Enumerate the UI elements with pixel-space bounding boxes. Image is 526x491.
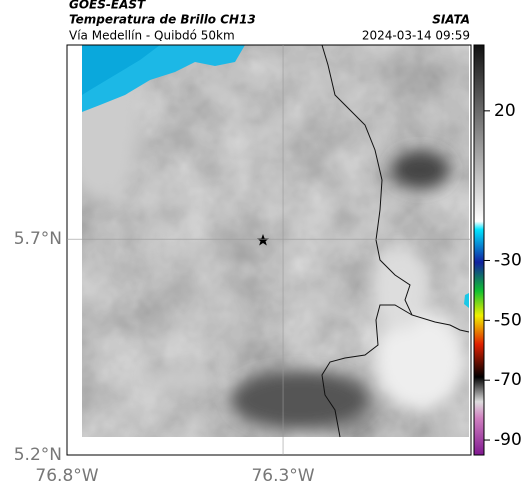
timestamp: 2024-03-14 09:59	[362, 29, 470, 43]
map-frame	[66, 44, 472, 456]
title: GOES-EAST	[69, 0, 146, 12]
subtitle: Temperatura de Brillo CH13	[69, 13, 256, 27]
colorbar	[473, 44, 485, 456]
colorbar-tick-label: -90	[494, 430, 522, 450]
source: SIATA	[432, 13, 470, 27]
y-tick-label: 5.2°N	[14, 445, 62, 465]
satellite-image	[82, 45, 469, 437]
route: Vía Medellín - Quibdó 50km	[69, 29, 235, 43]
borders	[321, 44, 470, 438]
x-tick-label: 76.3°W	[251, 466, 314, 486]
y-tick-label: 5.7°N	[14, 229, 62, 249]
location-star	[257, 234, 269, 246]
colorbar-tick-label: -30	[494, 250, 522, 270]
colorbar-tick-label: -50	[494, 310, 522, 330]
colorbar-tick-label: -70	[494, 370, 522, 390]
colorbar-tick-label: 20	[494, 101, 516, 121]
x-tick-label: 76.8°W	[35, 466, 98, 486]
